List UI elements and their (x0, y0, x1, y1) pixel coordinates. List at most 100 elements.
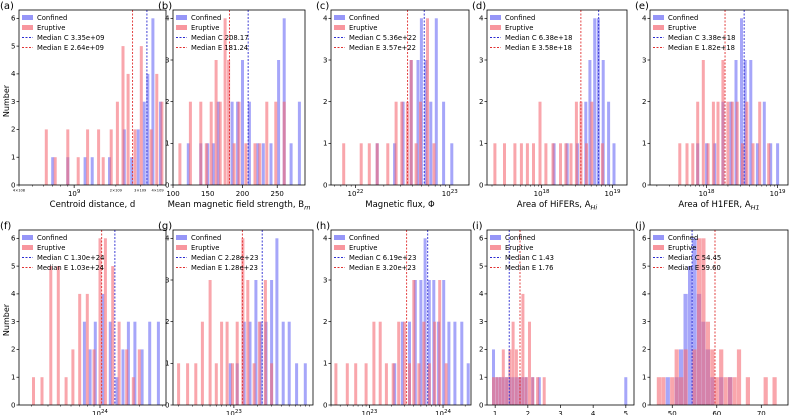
eruptive-bar (85, 293, 89, 405)
eruptive-bar (508, 349, 512, 405)
eruptive-bar (44, 129, 48, 185)
y-tick-label: 2 (642, 346, 646, 354)
confined-bar (146, 73, 150, 185)
eruptive-bar (235, 321, 239, 405)
panel-g: 012341023Free energy in PIL, EfeL(g)Conf… (158, 221, 314, 415)
eruptive-bar (252, 363, 256, 405)
eruptive-bar (551, 143, 555, 185)
confined-bar (303, 363, 307, 405)
eruptive-bar (532, 143, 535, 185)
y-tick-label: 0 (165, 181, 169, 189)
eruptive-bar (270, 363, 274, 405)
eruptive-bar (721, 60, 725, 185)
legend-confined-label: Confined (505, 14, 535, 22)
eruptive-bar (227, 60, 231, 185)
eruptive-bar (728, 377, 733, 405)
x-tick-label: 250 (271, 190, 284, 198)
eruptive-bar (71, 349, 75, 405)
eruptive-bar (716, 101, 720, 185)
x-tick-label: 60 (712, 410, 721, 415)
confined-bar (256, 143, 260, 185)
legend-median-e-label: Median E 1.76 (505, 264, 553, 272)
eruptive-bar (403, 321, 407, 405)
confined-bar (90, 157, 94, 185)
x-tick-label: 100 (166, 190, 179, 198)
y-tick-label: 1 (479, 140, 483, 148)
legend-eruptive-swatch (490, 25, 501, 30)
eruptive-bar (701, 238, 706, 405)
legend-confined-label: Confined (191, 14, 221, 22)
eruptive-bar (691, 143, 695, 185)
eruptive-bar (384, 363, 388, 405)
y-tick-label: 3 (165, 276, 169, 284)
y-tick-label: 3 (642, 56, 646, 64)
x-tick-label: 1019 (605, 189, 621, 198)
eruptive-bar (265, 101, 269, 185)
eruptive-bar (64, 377, 68, 405)
eruptive-bar (334, 363, 338, 405)
eruptive-bar (574, 101, 578, 185)
eruptive-bar (208, 280, 212, 405)
confined-bar (186, 143, 190, 185)
eruptive-bar (696, 101, 700, 185)
legend-median-e-label: Median E 3.20e+23 (349, 264, 416, 272)
panel-c: 0 1 2 3 4 1022 1023 Magnetic flux, Φ (c) Confined… (316, 1, 470, 210)
confined-bar (216, 101, 220, 185)
x-tick-label: 1 (493, 410, 497, 415)
y-tick-label: 4 (11, 290, 16, 298)
eruptive-bar (758, 101, 762, 185)
panel-title: (a) (0, 1, 14, 12)
eruptive-bar (417, 363, 421, 405)
confined-bar (126, 321, 130, 405)
y-axis-label-bottom: Number (2, 303, 11, 336)
y-tick-label: 5 (642, 262, 646, 270)
x-axis-label: Mean magnetic field strength, Bm (168, 200, 311, 212)
confined-bar (755, 143, 759, 185)
eruptive-bar (661, 377, 666, 405)
eruptive-bar (115, 101, 119, 185)
eruptive-bar (521, 293, 525, 405)
eruptive-bar (345, 363, 349, 405)
eruptive-bar (501, 349, 505, 405)
y-tick-label: 4 (479, 15, 484, 23)
y-tick-label: 6 (11, 235, 16, 243)
confined-bar (211, 143, 215, 185)
eruptive-bar (209, 101, 213, 185)
legend-median-c-label: Median C 1.43 (505, 254, 554, 262)
x-axis-label: Area of H1FER, AH1 (678, 200, 759, 212)
eruptive-bar (678, 143, 682, 185)
y-tick-label: 2 (11, 346, 15, 354)
y-tick-label: 2 (323, 98, 327, 106)
eruptive-bar (656, 377, 661, 405)
eruptive-bar (40, 377, 44, 405)
panel-title: (g) (158, 221, 172, 232)
axes-frame (330, 9, 470, 186)
y-tick-label: 0 (642, 401, 646, 409)
eruptive-bar (375, 143, 379, 185)
eruptive-bar (536, 377, 540, 405)
confined-bar (289, 143, 293, 185)
eruptive-bar (274, 101, 278, 185)
eruptive-bar (237, 101, 241, 185)
panel-title: (h) (316, 221, 330, 232)
y-tick-label: 3 (11, 318, 15, 326)
eruptive-bar (751, 143, 755, 185)
y-tick-label: 2 (165, 318, 169, 326)
panel-h: 0123410231024Free energy in HiFERs, EfeH… (316, 221, 472, 415)
confined-bar (450, 143, 454, 185)
x-tick-label: 3 (558, 410, 562, 415)
confined-bar (593, 18, 597, 185)
panel-a: 0 1 2 3 4 5 6 109 4×108 2×109 3×109 4×109 Centroid d… (0, 1, 167, 210)
legend-confined-swatch (490, 235, 501, 240)
x-minor-label: 2×109 (110, 189, 123, 193)
legend-eruptive-label: Eruptive (349, 24, 377, 32)
eruptive-bar (409, 60, 413, 185)
confined-bar (142, 101, 146, 185)
y-tick-label: 0 (642, 181, 646, 189)
confined-bar (156, 321, 160, 405)
y-tick-label: 1 (642, 374, 646, 382)
confined-bar (130, 157, 134, 185)
confined-bar (423, 238, 427, 405)
eruptive-bar (531, 377, 535, 405)
legend-confined-swatch (176, 235, 187, 240)
